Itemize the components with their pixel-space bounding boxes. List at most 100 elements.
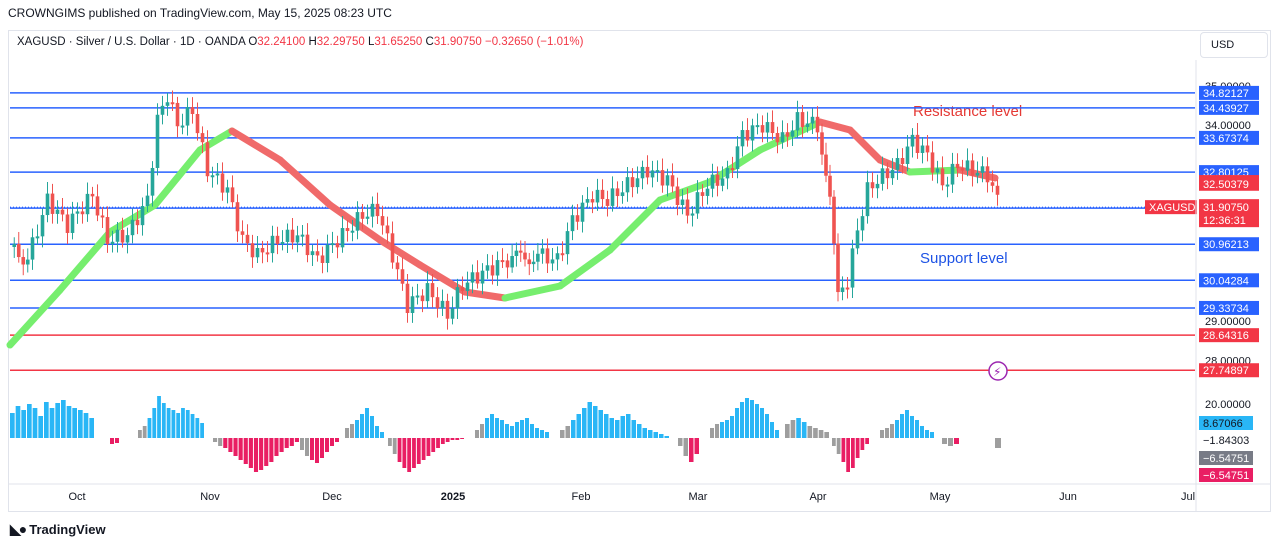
candle-body <box>955 163 960 169</box>
osc-bar <box>942 438 947 444</box>
osc-bar <box>223 438 228 448</box>
candle-body <box>531 261 536 265</box>
candle-body <box>725 168 730 179</box>
candle-body <box>920 145 925 153</box>
osc-bar <box>905 410 909 438</box>
osc-bar <box>228 438 233 452</box>
candle-body <box>755 125 760 128</box>
candle-body <box>625 177 630 193</box>
osc-bar <box>166 408 171 438</box>
osc-bar <box>350 424 354 438</box>
candle-body <box>80 211 85 215</box>
candle-body <box>875 183 880 189</box>
osc-bar <box>620 416 625 438</box>
candle-body <box>810 116 815 124</box>
candle-body <box>605 199 610 206</box>
candle-body <box>690 213 695 216</box>
candle-body <box>35 236 40 239</box>
osc-bar <box>664 436 669 438</box>
currency-selector[interactable]: USD <box>1200 32 1268 58</box>
candle-body <box>640 166 645 179</box>
candle-body <box>445 300 450 319</box>
candle-body <box>660 170 665 186</box>
candle-body <box>560 253 565 256</box>
osc-bar <box>851 438 855 468</box>
candle-body <box>536 253 540 262</box>
osc-bar <box>440 438 445 444</box>
osc-bar <box>480 424 484 438</box>
countdown: 12:36:31 <box>1203 215 1246 227</box>
osc-bar <box>775 430 779 438</box>
level-label-bg <box>1199 130 1259 145</box>
osc-bar <box>895 420 899 438</box>
osc-bar <box>678 438 683 446</box>
tradingview-mark-icon: ◣● <box>10 521 27 537</box>
level-label-bg <box>1199 300 1259 315</box>
osc-bar <box>836 438 841 454</box>
low-value: 31.65250 <box>374 36 423 48</box>
candle-body <box>815 116 820 133</box>
chart-frame <box>8 30 1271 512</box>
low-label: L <box>367 36 375 48</box>
candle-body <box>665 175 670 186</box>
osc-bar <box>689 438 694 462</box>
osc-bar <box>426 438 431 456</box>
last-price-value: 31.90750 <box>1203 202 1249 214</box>
osc-bar <box>587 402 592 438</box>
level-label-bg <box>1199 85 1259 100</box>
candle-body <box>390 233 395 263</box>
osc-bar <box>397 438 402 462</box>
candle-body <box>95 196 100 216</box>
candle-body <box>705 188 710 196</box>
candle-body <box>820 132 824 155</box>
osc-bar <box>900 414 904 438</box>
osc-bar <box>380 432 384 438</box>
osc-bar <box>431 438 436 452</box>
candle-body <box>465 282 470 292</box>
candle-body <box>720 178 725 186</box>
candle-body <box>505 260 510 268</box>
osc-bar <box>365 408 369 438</box>
candle-body <box>220 173 225 193</box>
candle-body <box>75 211 80 214</box>
candle-body <box>575 215 580 222</box>
osc-bar <box>755 404 759 438</box>
osc-bar <box>730 416 734 438</box>
candle-body <box>400 269 405 284</box>
candle-body <box>360 212 365 219</box>
candle-body <box>450 308 455 319</box>
candle-body <box>785 132 790 137</box>
osc-bar <box>218 438 223 446</box>
osc-bar <box>720 422 724 438</box>
ohlc-legend: XAGUSD · Silver / U.S. Dollar · 1D · OAN… <box>17 36 583 48</box>
close-label: C <box>425 36 434 48</box>
candle-body <box>280 241 285 244</box>
candle-body <box>365 216 370 219</box>
osc-bar <box>745 398 749 438</box>
osc-bar <box>565 426 570 438</box>
ma-segment <box>276 156 334 209</box>
osc-bar <box>865 438 869 444</box>
osc-label-bg <box>1199 451 1253 465</box>
osc-bar <box>355 420 359 438</box>
tradingview-logo[interactable]: ◣● TradingView <box>10 521 106 538</box>
osc-bar <box>495 418 499 438</box>
osc-bar <box>593 406 598 438</box>
candle-body <box>235 202 240 232</box>
osc-bar <box>138 430 142 438</box>
osc-bar <box>450 438 455 440</box>
candle-body <box>770 122 775 134</box>
candle-body <box>510 256 514 268</box>
osc-bar <box>335 438 339 442</box>
osc-bar <box>500 420 504 438</box>
candle-body <box>85 193 90 215</box>
candle-body <box>45 193 50 216</box>
osc-bar <box>325 438 329 452</box>
ma-segment <box>756 118 824 154</box>
osc-bar <box>55 403 60 438</box>
osc-bar <box>885 428 889 438</box>
osc-label-bg <box>1199 416 1253 430</box>
osc-bar <box>530 424 534 438</box>
osc-bar <box>305 438 309 456</box>
